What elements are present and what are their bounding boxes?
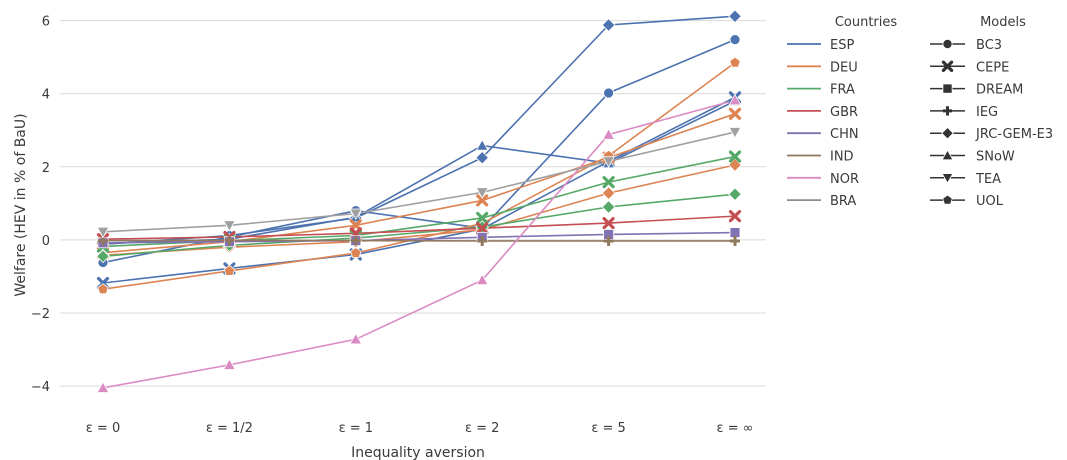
- legend-marker-bc3: [942, 39, 953, 50]
- data-point-nor-snow: [475, 273, 489, 286]
- data-point-deu-cepe: [728, 107, 742, 120]
- x-tick-label: ε = 1/2: [206, 421, 253, 436]
- data-point-bra-tea: [602, 156, 616, 168]
- data-point-fra-cepe: [476, 211, 489, 225]
- y-tick-label: −2: [31, 307, 50, 322]
- legend-label-cepe: CEPE: [976, 60, 1009, 75]
- series-line-chn-dream: [102, 231, 736, 244]
- legend-marker-cepe: [941, 60, 954, 73]
- legend-label-chn: CHN: [830, 127, 859, 142]
- data-point-bra-tea: [349, 208, 363, 221]
- data-point-esp-snow: [475, 139, 489, 151]
- data-point-esp-jrc-gem-e3: [728, 9, 742, 24]
- x-axis-label: Inequality aversion: [351, 445, 485, 460]
- legend-label-fra: FRA: [830, 83, 855, 98]
- series-line-deu-jrc-gem-e3: [102, 164, 736, 257]
- series-markers: [96, 9, 742, 393]
- data-point-gbr-cepe: [728, 210, 742, 223]
- data-point-esp-bc3: [603, 87, 614, 99]
- legend-label-gbr: GBR: [830, 105, 858, 120]
- data-point-esp-bc3: [729, 34, 741, 46]
- data-point-nor-snow: [96, 381, 110, 393]
- x-tick-labels: ε = 0 ε = 1/2 ε = 1 ε = 2 ε = 5 ε = ∞: [86, 421, 754, 436]
- legend-marker-dream: [942, 83, 953, 94]
- legend-title-countries: Countries: [835, 15, 898, 30]
- data-point-bra-tea: [475, 187, 489, 199]
- data-point-deu-uol: [97, 283, 109, 295]
- data-point-nor-snow: [728, 93, 742, 106]
- x-tick-label: ε = 5: [591, 421, 625, 436]
- data-point-ind-ieg: [730, 235, 740, 246]
- x-tick-label: ε = 2: [465, 421, 499, 436]
- data-point-ind-ieg: [477, 235, 488, 246]
- y-axis-label: Welfare (HEV in % of BaU): [13, 113, 29, 296]
- legend-countries: ESP DEU FRA GBR CHN IND NOR BRA: [787, 38, 859, 209]
- y-tick-labels: −4 −2 0 2 4 6: [31, 15, 50, 395]
- y-tick-label: −4: [31, 380, 50, 395]
- data-point-deu-uol: [729, 56, 741, 68]
- data-point-deu-cepe: [476, 194, 489, 207]
- legend-label-tea: TEA: [975, 172, 1001, 187]
- legend-label-bc3: BC3: [976, 38, 1002, 53]
- legend-label-jrc-gem-e3: JRC-GEM-E3: [975, 127, 1053, 142]
- legend-marker-uol: [942, 194, 953, 205]
- series-line-fra-jrc-gem-e3: [102, 193, 736, 258]
- y-tick-label: 2: [42, 161, 50, 176]
- x-tick-label: ε = 0: [86, 421, 120, 436]
- series-lines: [102, 15, 736, 389]
- y-tick-label: 6: [42, 15, 50, 30]
- series-line-ind-ieg: [102, 239, 735, 242]
- data-point-bra-tea: [222, 220, 236, 232]
- data-point-ind-ieg: [350, 235, 361, 246]
- data-point-fra-cepe: [602, 176, 615, 189]
- legend-label-snow: SNoW: [976, 150, 1015, 165]
- legend-title-models: Models: [980, 15, 1026, 30]
- y-tick-label: 0: [42, 234, 50, 249]
- series-line-deu-cepe: [102, 113, 736, 254]
- data-point-ind-ieg: [224, 235, 235, 246]
- data-point-fra-jrc-gem-e3: [601, 200, 616, 214]
- legend-label-nor: NOR: [830, 172, 859, 187]
- data-point-bra-tea: [96, 226, 110, 239]
- data-point-deu-jrc-gem-e3: [601, 186, 616, 200]
- legend-label-dream: DREAM: [976, 83, 1023, 98]
- data-point-nor-snow: [602, 128, 616, 140]
- series-line-esp-snow: [102, 100, 736, 245]
- data-point-nor-snow: [222, 358, 236, 370]
- series-line-esp-cepe: [102, 96, 736, 284]
- series-line-gbr-cepe: [102, 215, 736, 240]
- data-point-gbr-cepe: [602, 216, 615, 230]
- legend-models: BC3 CEPE DREAM IEG JRC-GEM-E3 SNoW TEA UOL: [930, 38, 1053, 209]
- data-point-ind-ieg: [603, 235, 614, 246]
- legend-label-ieg: IEG: [976, 105, 998, 120]
- data-point-deu-uol: [350, 247, 362, 258]
- data-point-esp-jrc-gem-e3: [601, 18, 616, 32]
- data-point-deu-uol: [223, 264, 236, 276]
- data-point-fra-jrc-gem-e3: [728, 187, 742, 202]
- data-point-bra-tea: [728, 127, 742, 139]
- data-point-gbr-cepe: [476, 222, 489, 235]
- data-point-fra-jrc-gem-e3: [96, 249, 110, 264]
- legend-marker-ieg: [942, 106, 953, 116]
- legend-label-deu: DEU: [830, 60, 858, 75]
- x-tick-label: ε = 1: [339, 421, 373, 436]
- legend-marker-snow: [941, 149, 954, 161]
- data-point-nor-snow: [349, 332, 363, 345]
- legend: Countries Models ESP DEU FRA GBR CHN IND NOR BR…: [787, 15, 1053, 209]
- series-line-esp-bc3: [102, 38, 736, 264]
- legend-label-bra: BRA: [830, 194, 856, 209]
- legend-label-uol: UOL: [976, 194, 1004, 209]
- series-line-esp-jrc-gem-e3: [102, 15, 736, 246]
- legend-marker-tea: [941, 173, 954, 184]
- legend-label-ind: IND: [830, 150, 854, 165]
- legend-marker-jrc-gem-e3: [941, 126, 954, 140]
- series-line-nor-snow: [102, 99, 736, 389]
- y-tick-label: 4: [42, 88, 50, 103]
- data-point-fra-cepe: [728, 150, 742, 163]
- series-line-bra-tea: [102, 131, 736, 233]
- x-tick-label: ε = ∞: [716, 421, 753, 436]
- legend-label-esp: ESP: [830, 38, 854, 53]
- data-point-esp-jrc-gem-e3: [475, 150, 490, 165]
